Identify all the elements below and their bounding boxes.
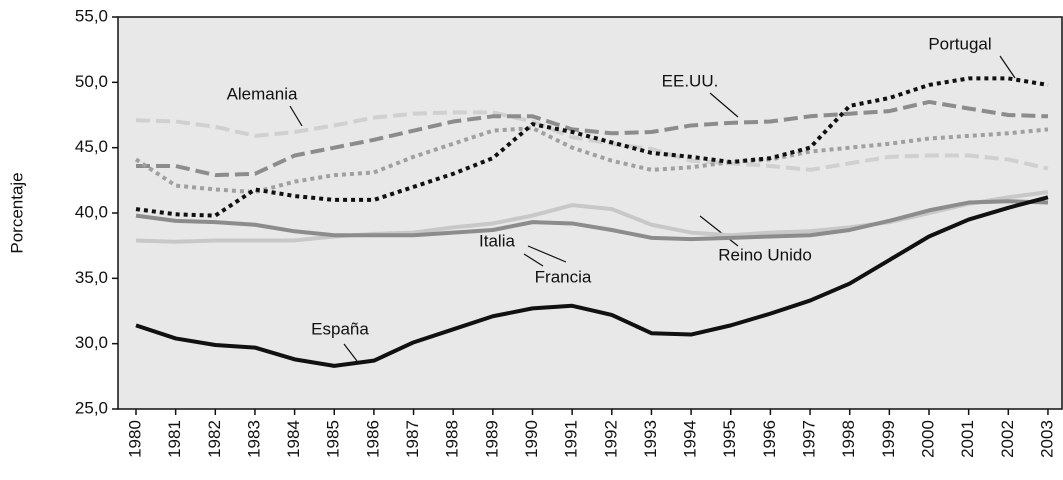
x-tick-label: 2002 xyxy=(998,420,1017,458)
series-line xyxy=(134,126,1049,195)
x-tick-label: 2000 xyxy=(918,420,937,458)
label-leader xyxy=(343,343,358,362)
series-line xyxy=(135,76,1049,218)
x-tick-label: 1987 xyxy=(403,420,422,458)
x-tick-label: 1998 xyxy=(839,420,858,458)
label-leader xyxy=(709,92,739,118)
x-tick-label: 1980 xyxy=(125,420,144,458)
x-tick-label: 1986 xyxy=(363,420,382,458)
label-leader xyxy=(289,105,303,127)
series-line xyxy=(135,195,1049,368)
x-tick-label: 1990 xyxy=(522,420,541,458)
series-label: Alemania xyxy=(227,84,298,103)
x-tick-label: 1991 xyxy=(562,420,581,458)
y-tick-label: 50,0 xyxy=(75,72,108,91)
label-leader xyxy=(527,245,567,263)
x-tick-label: 1996 xyxy=(760,420,779,458)
x-tick-label: 1982 xyxy=(205,420,224,458)
label-leader xyxy=(999,55,1016,79)
x-tick-label: 1999 xyxy=(879,420,898,458)
series-line xyxy=(136,99,1049,178)
x-tick-label: 1994 xyxy=(681,420,700,458)
x-tick-label: 1981 xyxy=(165,420,184,458)
x-tick-label: 2003 xyxy=(1037,420,1056,458)
series-label: Francia xyxy=(535,267,592,286)
series-line xyxy=(135,110,1049,172)
series-label: Portugal xyxy=(928,34,991,53)
label-leader xyxy=(699,215,739,247)
y-tick-label: 30,0 xyxy=(75,333,108,352)
y-tick-label: 35,0 xyxy=(75,268,108,287)
x-tick-label: 1988 xyxy=(443,420,462,458)
y-tick-label: 45,0 xyxy=(75,137,108,156)
series-label: Italia xyxy=(479,231,515,250)
x-tick-label: 1985 xyxy=(324,420,343,458)
x-tick-label: 1989 xyxy=(482,420,501,458)
plot-area xyxy=(117,16,1063,410)
x-tick-label: 1984 xyxy=(284,420,303,458)
x-tick-label: 1993 xyxy=(641,420,660,458)
y-tick-label: 25,0 xyxy=(75,398,108,417)
x-tick-label: 1995 xyxy=(720,420,739,458)
series-label: España xyxy=(311,319,369,338)
y-tick-label: 40,0 xyxy=(75,202,108,221)
x-tick-label: 1983 xyxy=(244,420,263,458)
label-leader xyxy=(523,253,544,267)
series-label: Reino Unido xyxy=(718,245,812,264)
series-line xyxy=(135,199,1049,242)
x-tick-label: 2001 xyxy=(958,420,977,458)
y-tick-label: 55,0 xyxy=(75,6,108,25)
series-label: EE.UU. xyxy=(662,71,719,90)
x-tick-label: 1997 xyxy=(800,420,819,458)
y-axis-label: Porcentaje xyxy=(7,172,26,253)
x-tick-label: 1992 xyxy=(601,420,620,458)
